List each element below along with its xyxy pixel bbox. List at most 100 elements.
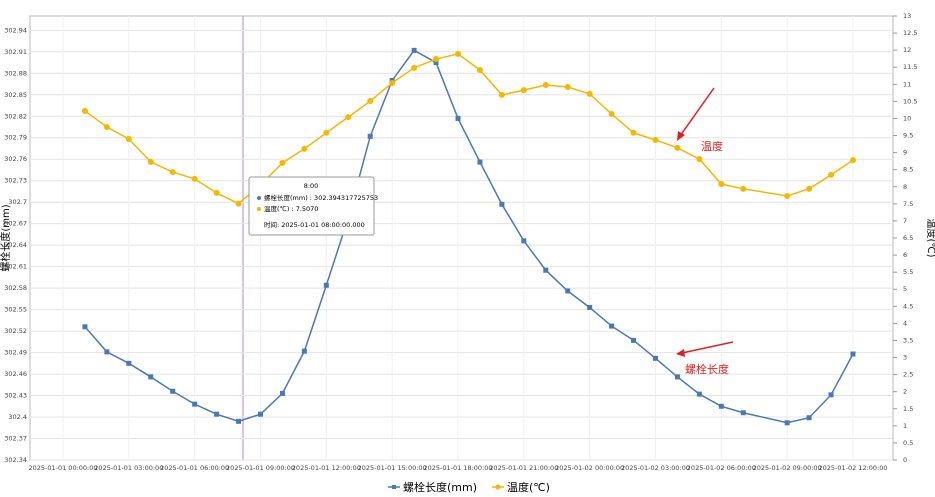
point	[521, 238, 527, 244]
point	[455, 50, 461, 57]
y2-tick-label: 10	[903, 114, 911, 122]
point	[696, 156, 703, 163]
point	[169, 169, 176, 176]
arrow	[679, 87, 715, 137]
y-tick-label: 302.73	[4, 177, 27, 185]
tooltip: 8:00 螺栓长度(mm) : 302.394317725753 温度(℃) :…	[248, 176, 378, 236]
y-tick-label: 302.91	[4, 48, 27, 56]
y2-tick-label: 6	[903, 251, 907, 259]
y2-tick-label: 8.5	[903, 166, 913, 174]
point	[323, 129, 330, 136]
y-tick-label: 302.7	[8, 198, 27, 206]
point	[587, 304, 593, 310]
point	[170, 388, 176, 394]
y2-axis-title: 温度(℃)	[925, 218, 935, 257]
point	[411, 47, 417, 53]
y2-tick-label: 12.5	[903, 29, 917, 37]
y-tick-label: 302.34	[4, 456, 27, 464]
x-tick-label: 2025-01-02 03:00:00	[621, 464, 690, 472]
point	[608, 111, 615, 118]
y-tick-label: 302.76	[4, 155, 27, 163]
arrowhead	[676, 349, 685, 357]
point	[433, 60, 439, 66]
y2-tick-label: 9.5	[903, 132, 913, 140]
point	[147, 158, 154, 165]
y2-tick-label: 12	[903, 46, 911, 54]
point	[301, 348, 307, 354]
y2-tick-label: 3.5	[903, 336, 913, 344]
point	[586, 90, 593, 97]
y2-tick-label: 6.5	[903, 234, 913, 242]
point	[740, 410, 746, 416]
y2-tick-label: 1	[903, 422, 907, 430]
annotation: 温度	[701, 139, 723, 153]
point	[279, 159, 286, 166]
y-tick-label: 302.49	[4, 349, 27, 357]
x-tick-label: 2025-01-01 06:00:00	[160, 464, 229, 472]
y-tick-label: 302.61	[4, 263, 27, 271]
point	[125, 135, 132, 142]
point	[411, 64, 418, 71]
y-tick-label: 302.58	[4, 284, 27, 292]
x-tick-label: 2025-01-02 06:00:00	[687, 464, 756, 472]
point	[367, 98, 374, 105]
point	[850, 351, 856, 357]
point	[213, 189, 220, 196]
x-tick-label: 2025-01-01 00:00:00	[28, 464, 97, 472]
y2-tick-label: 4	[903, 319, 907, 327]
point	[718, 403, 724, 409]
point	[609, 323, 615, 329]
point	[148, 374, 154, 380]
y2-tick-label: 11.5	[903, 63, 917, 71]
arrowhead	[677, 131, 685, 141]
y2-tick-label: 4.5	[903, 302, 913, 310]
x-tick-label: 2025-01-02 00:00:00	[555, 464, 624, 472]
point	[323, 282, 329, 288]
tooltip-icon	[257, 207, 261, 211]
y2-tick-label: 0	[903, 456, 907, 464]
point	[498, 91, 505, 98]
point	[214, 411, 220, 417]
y-tick-label: 302.94	[4, 26, 27, 34]
point	[82, 324, 88, 330]
x-tick-label: 2025-01-01 09:00:00	[226, 464, 295, 472]
point	[828, 392, 834, 398]
y2-tick-label: 10.5	[903, 97, 917, 105]
y2-tick-label: 0.5	[903, 439, 913, 447]
y-tick-label: 302.46	[4, 370, 27, 378]
tooltip-box	[248, 176, 375, 236]
point	[784, 420, 790, 426]
y2-tick-label: 9	[903, 149, 907, 157]
point	[103, 124, 110, 130]
y-tick-label: 302.82	[4, 112, 27, 120]
point	[301, 145, 308, 152]
y-tick-label: 302.64	[4, 241, 27, 249]
x-tick-label: 2025-01-01 21:00:00	[489, 464, 558, 472]
point	[784, 192, 791, 199]
point	[828, 171, 835, 178]
point	[236, 418, 242, 424]
y-tick-label: 302.88	[4, 69, 27, 77]
y-tick-label: 302.52	[4, 327, 27, 335]
point	[850, 157, 856, 164]
y2-tick-label: 11	[903, 80, 911, 88]
point	[564, 84, 571, 91]
point	[806, 185, 813, 192]
y2-tick-label: 2.5	[903, 371, 913, 379]
point	[806, 415, 812, 421]
tooltip-title: 8:00	[304, 182, 319, 190]
y-tick-label: 302.37	[4, 435, 27, 443]
point	[740, 185, 747, 192]
point	[279, 390, 285, 396]
point	[345, 114, 352, 121]
annotation: 螺栓长度	[685, 362, 729, 376]
point	[192, 401, 198, 407]
legend-marker	[495, 484, 501, 490]
y2-tick-label: 1.5	[903, 405, 913, 413]
point	[542, 81, 549, 88]
tooltip-line: 螺栓长度(mm) : 302.394317725753	[264, 193, 378, 202]
point	[674, 374, 680, 380]
y-tick-label: 302.4	[8, 413, 27, 421]
y-tick-label: 302.85	[4, 91, 27, 99]
